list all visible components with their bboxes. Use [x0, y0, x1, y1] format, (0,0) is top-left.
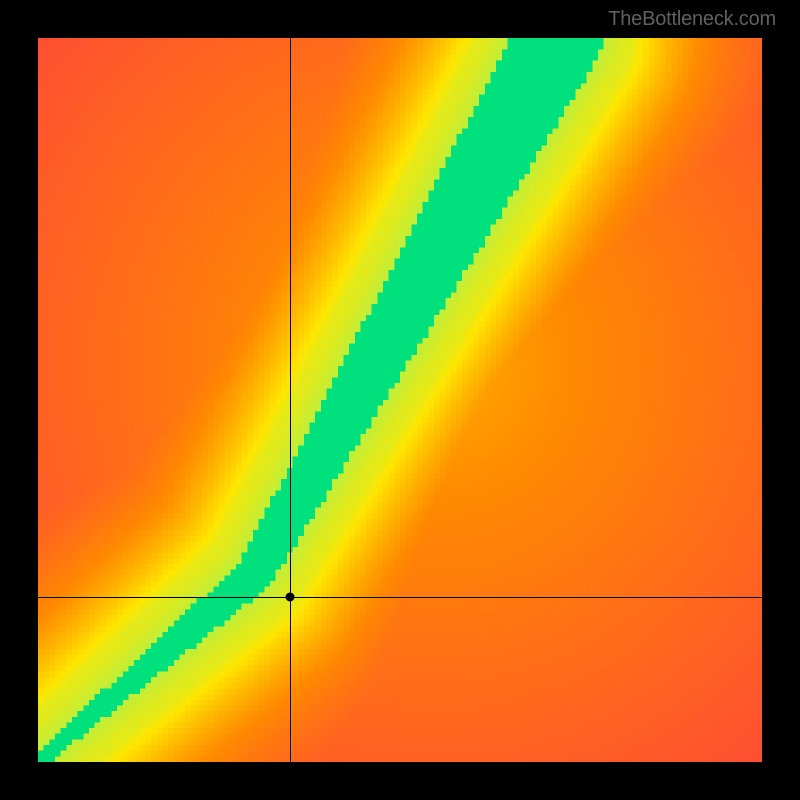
- heatmap-plot: [38, 38, 762, 762]
- crosshair-horizontal: [38, 597, 762, 598]
- watermark: TheBottleneck.com: [608, 8, 776, 31]
- crosshair-vertical: [290, 38, 291, 762]
- heatmap-canvas: [38, 38, 762, 762]
- crosshair-marker: [285, 592, 294, 601]
